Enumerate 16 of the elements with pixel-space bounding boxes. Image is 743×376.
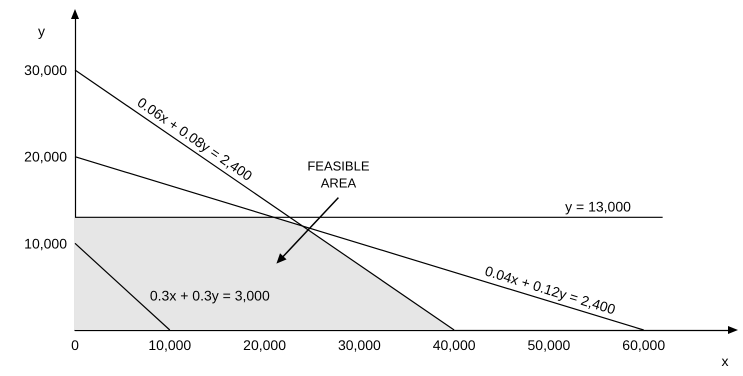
x-axis-title: x xyxy=(722,353,728,369)
y-tick-label: 10,000 xyxy=(24,235,68,252)
y-axis-title: y xyxy=(38,23,45,39)
x-tick-label: 60,000 xyxy=(622,337,666,353)
x-tick-label: 50,000 xyxy=(528,337,571,353)
text: FEASIBLE AREA xyxy=(307,158,370,191)
x-tick-label: 30,000 xyxy=(338,337,381,353)
text: 0.04x + 0.12y = 2,400 xyxy=(483,262,618,318)
x-tick-label: 20,000 xyxy=(243,337,286,353)
x-tick-label: 40,000 xyxy=(432,337,476,353)
x-tick-label: 0 xyxy=(71,337,80,353)
y-tick-label: 30,000 xyxy=(24,62,68,78)
x-tick-label: 10,000 xyxy=(148,337,192,353)
series-label: y = 13,000 xyxy=(565,198,632,214)
series-label: 0.3x + 0.3y = 3,000 xyxy=(150,287,270,304)
y-tick-label: 20,000 xyxy=(24,148,68,165)
